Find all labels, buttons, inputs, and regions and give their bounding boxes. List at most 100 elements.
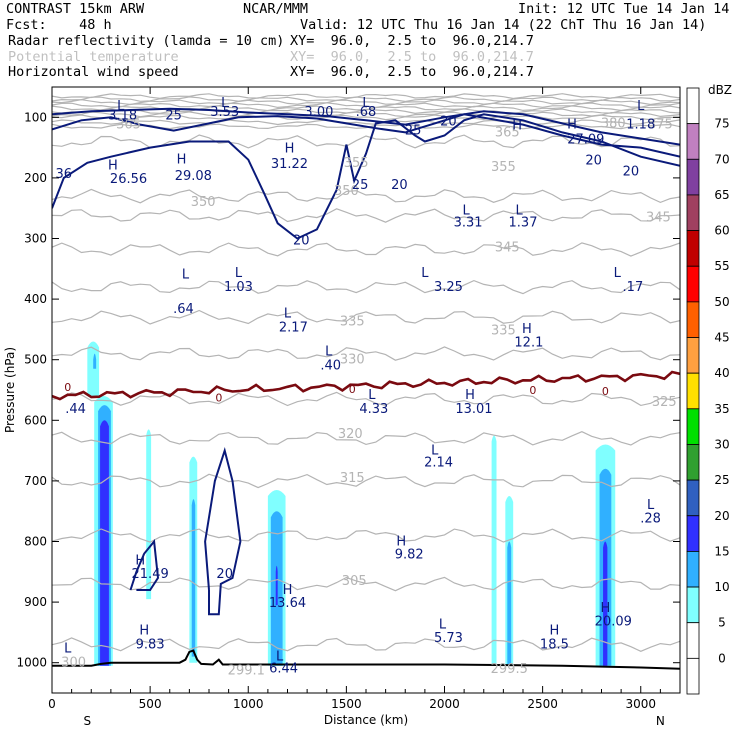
colorbar-level-label: 55 (714, 259, 729, 273)
wind-extremum-marker: H (512, 119, 522, 134)
theta-label: 345 (646, 210, 671, 225)
theta-label: 335 (491, 324, 516, 339)
y-tick-label: 700 (24, 474, 47, 488)
colorbar-level-label: 15 (714, 544, 729, 558)
wind-contour-label: 13.64 (269, 596, 306, 611)
wind-contour-label: 25 (352, 178, 369, 193)
colorbar-level-label: 45 (714, 331, 729, 345)
theta-contour-line (52, 528, 680, 543)
refl-column-upper-15 (93, 353, 97, 369)
field-wind-name: Horizontal wind speed (8, 64, 179, 80)
theta-label: 365 (116, 118, 141, 133)
x-tick-label: 2000 (429, 697, 460, 711)
wind-extremum-marker: H (283, 583, 293, 598)
theta-label: 355 (344, 156, 369, 171)
zero-contour-label: 0 (602, 385, 609, 398)
colorbar-level-label: 40 (714, 366, 729, 380)
wind-contour-label: 6.44 (269, 662, 298, 677)
wind-extremum-marker: H (567, 117, 577, 132)
wind-contour-label: 20 (585, 154, 602, 169)
theta-contour-line (52, 99, 680, 106)
wind-contour-label: 29.08 (175, 169, 212, 184)
wind-extremum-marker: H (108, 159, 118, 174)
theta-label: 299.5 (491, 662, 528, 677)
endpoint-label-north: N (656, 714, 665, 728)
wind-extremum-marker: L (284, 306, 292, 321)
reflectivity-layer (87, 341, 616, 666)
wind-contour-label: 3.31 (454, 216, 483, 231)
x-tick-label: 1000 (233, 697, 264, 711)
wind-extremum-marker: H (550, 623, 560, 638)
wind-contour-label: 2.14 (424, 456, 453, 471)
wind-extremum-marker: H (177, 153, 187, 168)
wind-contour-30-upper (52, 107, 680, 146)
theta-label: 325 (652, 395, 677, 410)
endpoint-label-south: S (84, 714, 92, 728)
theta-contour-line (52, 208, 680, 223)
wind-contour-label: 26.56 (110, 172, 147, 187)
wind-extremum-marker: L (117, 99, 125, 114)
zero-contour-label: 0 (529, 384, 536, 397)
wind-extremum-marker: L (647, 498, 655, 513)
x-tick-label: 2500 (527, 697, 558, 711)
theta-contour-line (52, 188, 680, 204)
wind-contour-label: 20 (216, 567, 233, 582)
x-tick-label: 1500 (331, 697, 362, 711)
colorbar-level-label: 65 (714, 188, 729, 202)
wind-extremum-marker: L (325, 345, 333, 360)
theta-contour-line (52, 114, 680, 121)
wind-contour-label: .68 (356, 105, 377, 120)
colorbar-swatch (686, 408, 700, 445)
wind-contour-label: 20 (293, 234, 310, 249)
theta-contour-line (52, 431, 680, 446)
field-reflectivity-xy: XY= 96.0, 2.5 to 96.0,214.7 (290, 33, 534, 49)
wind-extremum-marker: H (396, 534, 406, 549)
y-tick-label: 500 (24, 353, 47, 367)
wind-contour-label: 20 (623, 165, 640, 180)
wind-extremum-marker: L (614, 266, 622, 281)
init-time: Init: 12 UTC Tue 14 Jan 14 (518, 1, 730, 17)
wind-extremum-marker: H (135, 554, 145, 569)
theta-label: 315 (340, 471, 365, 486)
theta-contour-line (52, 119, 680, 126)
colorbar-level-label: 0 (718, 651, 726, 665)
refl-column-3-15 (191, 499, 196, 657)
y-tick-label: 400 (24, 292, 47, 306)
y-axis-label: Pressure (hPa) (3, 347, 17, 433)
colorbar-swatch (686, 551, 700, 588)
colorbar-swatch (686, 372, 700, 410)
theta-label: 320 (338, 427, 363, 442)
refl-column-1-20 (100, 420, 109, 666)
colorbar-swatch (686, 515, 700, 552)
field-reflectivity-name: Radar reflectivity (lamda = 10 cm) (8, 33, 285, 49)
theta-label: 330 (340, 353, 365, 368)
refl-column-4-20 (275, 565, 278, 606)
y-tick-label: 200 (24, 171, 47, 185)
colorbar-swatch (686, 337, 700, 374)
zero-contour-line (52, 370, 680, 401)
colorbar-level-label: 35 (714, 402, 729, 416)
wind-contour-label: 9.83 (136, 637, 165, 652)
terrain-surface (52, 649, 680, 670)
theta-contour-line (52, 279, 680, 295)
theta-contour-line (52, 637, 680, 652)
wind-contour-label: .28 (640, 511, 661, 526)
wind-contour-label: 13.01 (455, 402, 492, 417)
wind-contours (52, 107, 680, 616)
wind-extremum-marker: L (439, 617, 447, 632)
refl-column-upper-10 (87, 341, 100, 397)
colorbar-level-label: 10 (714, 580, 729, 594)
wind-extremum-marker: L (362, 96, 370, 111)
wind-contour-25-upper (52, 113, 680, 158)
zero-contour (52, 370, 680, 401)
wind-contour-label: 25 (165, 108, 182, 123)
wind-contour-label: 1.03 (224, 280, 253, 295)
refl-column-2-10 (146, 429, 152, 600)
colorbar-level-label: 25 (714, 473, 729, 487)
colorbar-swatch (686, 301, 700, 338)
wind-contour-label: 4.33 (359, 402, 388, 417)
theta-contour-line (52, 576, 680, 592)
wind-extremum-marker: L (515, 203, 523, 218)
wind-extremum-marker: H (522, 322, 532, 337)
